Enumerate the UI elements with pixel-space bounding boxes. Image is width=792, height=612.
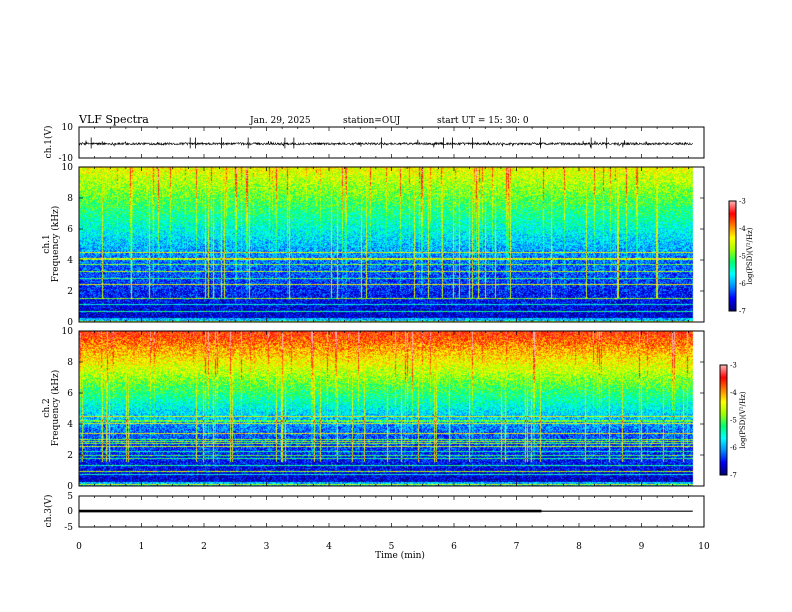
ch2-spectrogram-ticks — [78, 331, 705, 486]
ch1-ytick-top: 10 — [62, 123, 74, 133]
spec2-ytick: 0 — [67, 482, 73, 492]
ch1-signal-line — [78, 139, 694, 148]
start-ut-label: start UT = 15: 30: 0 — [437, 116, 529, 126]
ch2-colorbar-label: log(PSD)(V²/Hz) — [739, 391, 747, 448]
x-tick-label: 2 — [201, 542, 207, 552]
ch1-spectrogram-yticks: 0 2 4 6 8 10 — [62, 163, 704, 328]
spec2-ytick: 2 — [67, 451, 73, 461]
ch2-colorbar-tick-label: -4 — [730, 389, 737, 397]
ch2-spectrogram-channel-label: ch.2 — [42, 398, 52, 417]
ch1-spectrogram-ylabel: Frequency (kHz) — [50, 206, 61, 283]
x-axis-label: Time (min) — [375, 550, 425, 561]
date-label: Jan. 29, 2025 — [249, 116, 311, 126]
ch1-colorbar — [729, 201, 736, 311]
x-tick-label: 4 — [326, 542, 332, 552]
x-tick-label: 5 — [389, 542, 395, 552]
ch1-colorbar-ticks: -3 -4 -5 -6 -7 — [739, 198, 746, 316]
station-label: station=OUJ — [343, 116, 401, 126]
ch2-colorbar-tick-label: -6 — [730, 444, 737, 452]
ch1-colorbar-tick-label: -4 — [739, 225, 746, 233]
x-tick-label: 0 — [76, 542, 82, 552]
x-tick-label: 10 — [698, 542, 710, 552]
ch3-ticks — [78, 496, 705, 527]
spec2-ytick: 4 — [67, 420, 73, 430]
ch1-colorbar-tick-label: -5 — [739, 253, 746, 261]
ch1-ylabel: ch.1(V) — [43, 126, 54, 159]
ch1-colorbar-tick-label: -6 — [739, 280, 746, 288]
x-tick-label: 8 — [576, 542, 582, 552]
ch2-colorbar-tick-label: -3 — [730, 362, 737, 370]
spec2-ytick: 6 — [67, 389, 73, 399]
x-axis-tick-labels: 0 1 2 3 4 5 6 7 8 9 10 — [76, 542, 710, 552]
ch3-ytick-middle: 0 — [67, 507, 73, 517]
figure-title: VLF Spectra — [78, 113, 149, 126]
x-tick-label: 6 — [451, 542, 457, 552]
ch2-colorbar-tick-label: -5 — [730, 417, 737, 425]
spec1-ytick: 2 — [67, 287, 73, 297]
ch2-colorbar-frame — [719, 364, 728, 476]
ch2-colorbar — [720, 365, 727, 475]
ch1-spectrogram-channel-label: ch.1 — [42, 234, 52, 253]
ch2-colorbar-tick-label: -7 — [730, 472, 737, 480]
spec2-ytick: 10 — [62, 327, 74, 337]
spec1-ytick: 8 — [67, 194, 73, 204]
ch1-trace — [78, 137, 694, 149]
x-tick-label: 9 — [639, 542, 645, 552]
ch2-spectrogram-yticks: 0 2 4 6 8 10 — [62, 327, 704, 492]
ch3-panel: 5 0 -5 ch.3(V) — [43, 492, 705, 533]
ch1-colorbar-label: log(PSD)(V²/Hz) — [746, 227, 754, 284]
ch1-panel: 10 -10 ch.1(V) — [43, 123, 705, 164]
ch2-colorbar-ticks: -3 -4 -5 -6 -7 — [730, 362, 737, 480]
ch1-ticks — [78, 127, 705, 158]
ch3-ylabel: ch.3(V) — [43, 495, 54, 528]
x-tick-label: 3 — [264, 542, 270, 552]
ch1-spectrogram-ticks — [78, 167, 705, 322]
spec1-ytick: 0 — [67, 318, 73, 328]
spec1-ytick: 4 — [67, 256, 73, 266]
x-tick-label: 7 — [514, 542, 520, 552]
ch2-spectrogram-image — [79, 331, 704, 486]
ch3-ytick-top: 5 — [67, 492, 73, 502]
spec2-ytick: 8 — [67, 358, 73, 368]
spec1-ytick: 6 — [67, 225, 73, 235]
spec1-ytick: 10 — [62, 163, 74, 173]
ch3-ytick-bottom: -5 — [64, 523, 73, 533]
ch1-colorbar-frame — [728, 200, 737, 312]
x-tick-label: 1 — [139, 542, 145, 552]
ch1-colorbar-tick-label: -7 — [739, 308, 746, 316]
ch1-colorbar-tick-label: -3 — [739, 198, 746, 206]
ch2-spectrogram-ylabel: Frequency (kHz) — [50, 370, 61, 447]
ch1-ytick-bottom: -10 — [59, 154, 74, 164]
ch1-spectrogram-image — [79, 167, 704, 322]
